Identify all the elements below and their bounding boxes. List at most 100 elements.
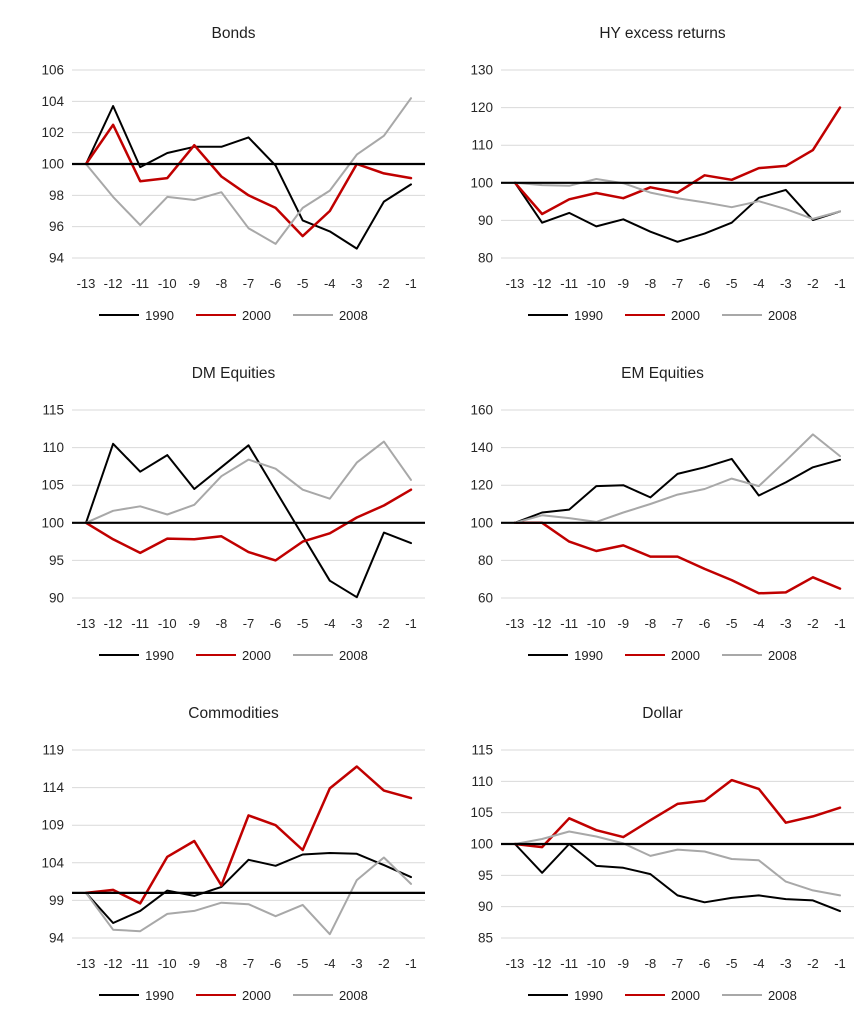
x-tick-label: -9 xyxy=(189,276,201,290)
chart-panel-hy-excess-returns: HY excess returns 80 90 100 110 120 130 -13 -12… xyxy=(429,0,858,340)
y-tick-label: 106 xyxy=(41,63,64,78)
y-tick-label: 95 xyxy=(478,868,493,883)
legend-item-2000: 2000 xyxy=(625,648,700,663)
legend-line-swatch xyxy=(292,654,333,656)
chart-panel-dollar: Dollar 85 90 95 100 105 110 115 -13 -12 -11 -10 -9 -… xyxy=(429,680,858,1020)
x-tick-label: -10 xyxy=(158,616,177,630)
x-tick-label: -12 xyxy=(104,276,123,290)
legend-line-swatch xyxy=(196,993,237,997)
legend-line-swatch xyxy=(196,653,237,657)
hy-excess-returns-plot: 80 90 100 110 120 130 -13 -12 -11 -10 -9 -8 -7 -6 -5 -4… xyxy=(470,63,854,290)
x-tick-label: -9 xyxy=(618,956,630,970)
x-tick-label: -13 xyxy=(77,956,96,970)
legend-item-1990: 1990 xyxy=(528,308,603,323)
legend-item-2008: 2008 xyxy=(292,308,368,323)
legend-line-swatch xyxy=(292,314,333,316)
x-tick-label: -1 xyxy=(834,956,846,970)
y-tick-label: 94 xyxy=(49,251,65,266)
legend-line-swatch xyxy=(625,313,666,317)
x-tick-label: -7 xyxy=(672,276,684,290)
y-tick-label: 119 xyxy=(42,743,64,758)
y-tick-label: 120 xyxy=(470,100,493,115)
series-line-1990 xyxy=(514,181,841,243)
series-line-1990 xyxy=(85,105,412,250)
x-tick-label: -3 xyxy=(351,956,363,970)
x-tick-label: -8 xyxy=(645,956,657,970)
series-line-2000 xyxy=(84,488,413,562)
x-tick-label: -3 xyxy=(351,616,363,630)
x-tick-label: -13 xyxy=(77,276,96,290)
x-tick-label: -13 xyxy=(506,276,525,290)
x-tick-label: -8 xyxy=(645,276,657,290)
y-tick-label: 90 xyxy=(49,591,64,606)
chart-title-bonds: Bonds xyxy=(211,25,256,42)
legend-item-2000: 2000 xyxy=(196,988,271,1003)
x-tick-label: -3 xyxy=(351,276,363,290)
series-line-2008 xyxy=(85,440,412,524)
y-tick-label: 96 xyxy=(49,219,64,234)
x-tick-label: -8 xyxy=(216,616,228,630)
bonds-plot: 94 96 98 100 102 104 106 -13 -12 -11 -10 -9 -8 -7 -6 -5… xyxy=(41,63,425,290)
legend-label: 2000 xyxy=(242,307,271,323)
x-tick-label: -6 xyxy=(270,616,282,630)
y-tick-label: 115 xyxy=(471,743,493,758)
chart-panel-commodities: Commodities 94 99 104 109 114 119 -13 -12 -11 -10… xyxy=(0,680,429,1020)
y-tick-label: 120 xyxy=(470,478,493,493)
series-line-1990 xyxy=(85,852,412,924)
legend-line-swatch xyxy=(528,994,569,996)
legend-label: 2008 xyxy=(767,647,797,663)
series-line-1990 xyxy=(514,843,841,913)
legend-label: 2008 xyxy=(338,987,368,1003)
legend-label: 2000 xyxy=(242,987,271,1003)
x-tick-label: -10 xyxy=(587,956,606,970)
dm-equities-plot: 90 95 100 105 110 115 -13 -12 -11 -10 -9 -8 -7 -6 -5 -4… xyxy=(41,403,425,630)
y-tick-label: 100 xyxy=(41,157,64,172)
x-tick-label: -11 xyxy=(131,616,149,630)
y-tick-label: 114 xyxy=(42,780,64,795)
series-line-2008 xyxy=(514,433,841,524)
y-tick-label: 110 xyxy=(471,774,493,789)
series-line-2008 xyxy=(85,97,412,245)
legend-line-swatch xyxy=(721,654,762,656)
legend-item-2008: 2008 xyxy=(292,648,368,663)
y-tick-label: 109 xyxy=(41,818,64,833)
x-tick-label: -1 xyxy=(405,956,417,970)
x-tick-label: -13 xyxy=(506,616,525,630)
series-line-1990 xyxy=(85,442,412,599)
chart-legend-commodities: 1990 2000 2008 xyxy=(0,986,429,1004)
chart-legend-hy-excess-returns: 1990 2000 2008 xyxy=(429,306,858,324)
series-line-2008 xyxy=(514,178,841,220)
x-tick-label: -13 xyxy=(77,616,96,630)
x-tick-label: -9 xyxy=(618,276,630,290)
legend-item-2000: 2000 xyxy=(625,988,700,1003)
x-tick-label: -11 xyxy=(560,956,578,970)
x-tick-label: -5 xyxy=(297,616,309,630)
y-tick-label: 80 xyxy=(478,251,493,266)
x-tick-label: -9 xyxy=(618,616,630,630)
x-tick-label: -2 xyxy=(378,276,390,290)
y-tick-label: 60 xyxy=(478,591,493,606)
legend-label: 1990 xyxy=(145,307,175,323)
legend-line-swatch xyxy=(528,314,569,316)
legend-label: 1990 xyxy=(574,647,604,663)
x-tick-label: -8 xyxy=(645,616,657,630)
x-tick-label: -7 xyxy=(243,276,255,290)
x-tick-label: -6 xyxy=(699,616,711,630)
y-tick-label: 90 xyxy=(478,213,493,228)
legend-item-2008: 2008 xyxy=(721,647,797,663)
x-tick-label: -7 xyxy=(243,956,255,970)
x-tick-label: -6 xyxy=(270,276,282,290)
x-tick-label: -11 xyxy=(131,276,149,290)
x-tick-label: -7 xyxy=(243,616,255,630)
x-tick-label: -5 xyxy=(726,616,738,630)
x-tick-label: -2 xyxy=(378,956,390,970)
chart-panel-em-equities: EM Equities 60 80 100 120 140 160 -13 -12 -11 -10… xyxy=(429,340,858,680)
x-tick-label: -12 xyxy=(533,956,552,970)
x-tick-label: -10 xyxy=(587,276,606,290)
chart-title-hy-excess-returns: HY excess returns xyxy=(599,25,726,42)
x-tick-label: -2 xyxy=(807,276,819,290)
legend-label: 2000 xyxy=(671,647,700,663)
x-tick-label: -10 xyxy=(158,276,177,290)
legend-line-swatch xyxy=(99,654,140,656)
legend-label: 2008 xyxy=(767,307,797,323)
